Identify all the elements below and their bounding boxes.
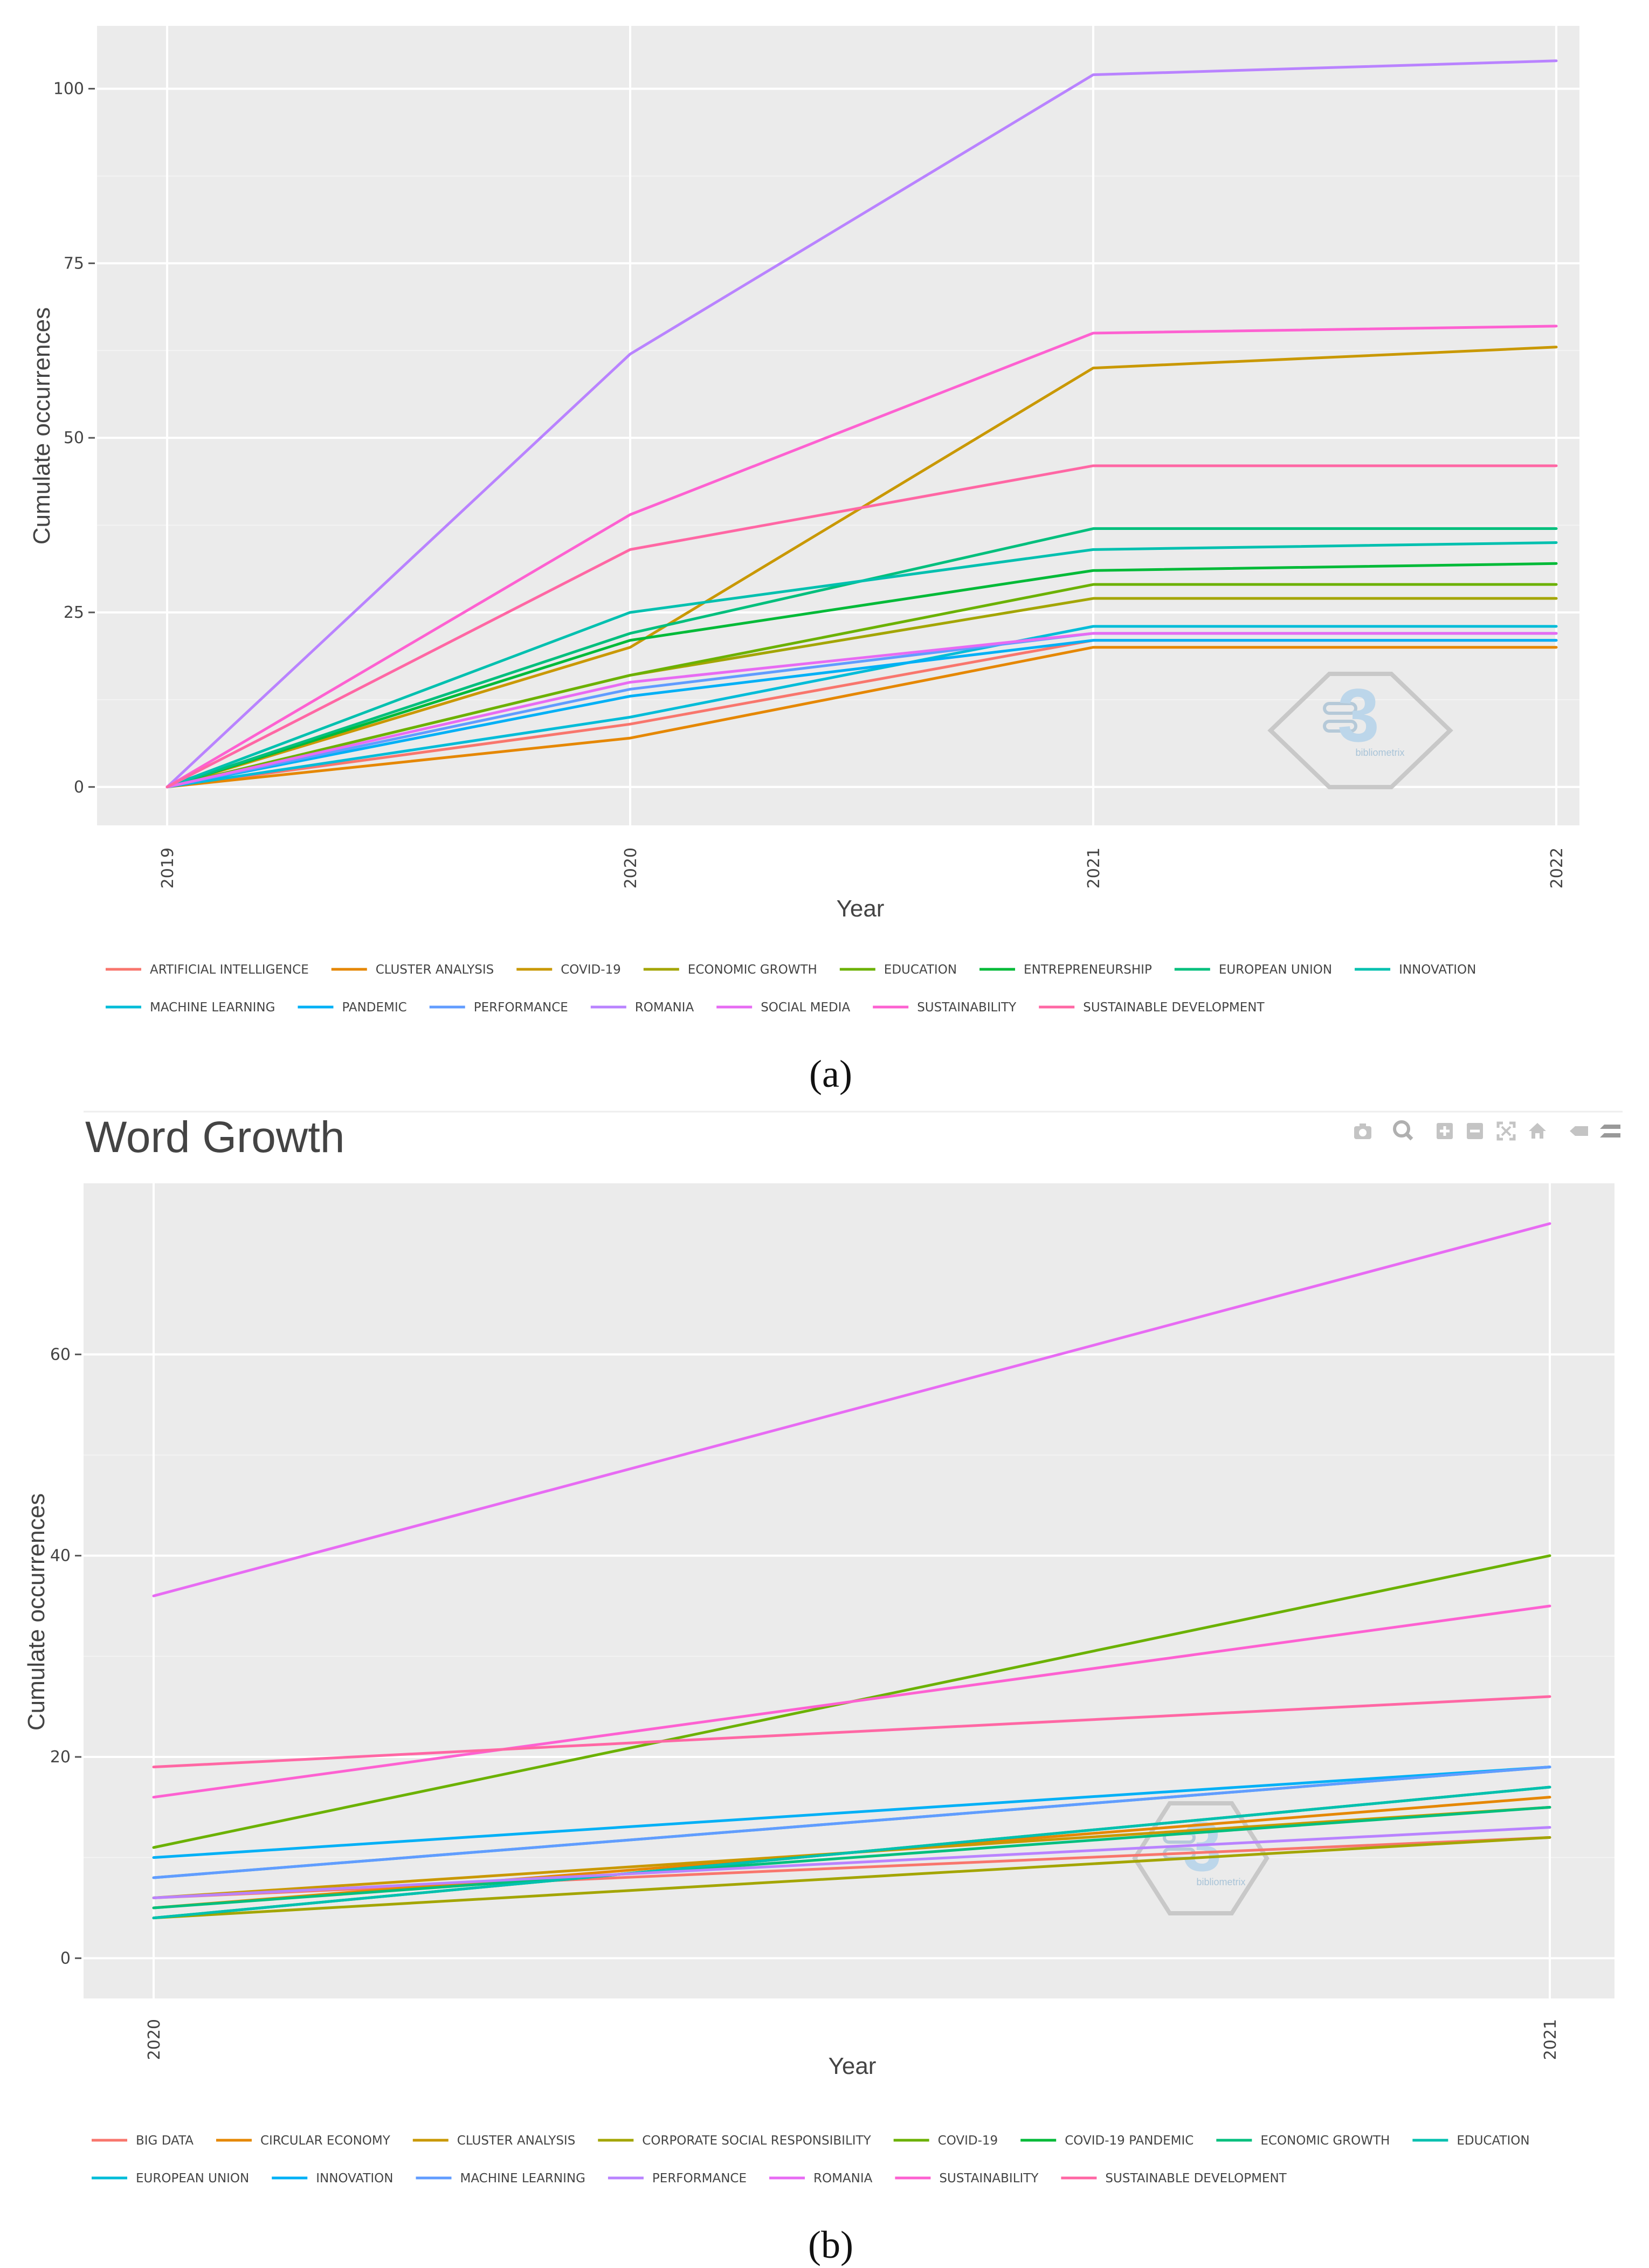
zoom-icon[interactable]: [1393, 1120, 1413, 1141]
series-line-big-data[interactable]: [152, 1836, 1551, 1899]
chart-a-x-tick-label: 2020: [622, 847, 640, 888]
series-line-innovation[interactable]: [152, 1766, 1551, 1859]
series-line-sustainable-development[interactable]: [165, 464, 1558, 789]
legend-label-innovation[interactable]: INNOVATION: [316, 2172, 393, 2186]
zoom-out-icon[interactable]: [1467, 1123, 1483, 1139]
chart-b-title: Word Growth: [85, 1113, 345, 1162]
chart-a-plot-area: [97, 26, 1579, 825]
chart-a-y-axis-title: Cumulate occurrences: [29, 307, 55, 544]
legend-label-education[interactable]: EDUCATION: [884, 963, 957, 977]
legend-label-pandemic[interactable]: PANDEMIC: [342, 1001, 406, 1015]
chart-a-legend: ARTIFICIAL INTELLIGENCE CLUSTER ANALYSIS C…: [106, 963, 1476, 1015]
series-line-sustainability[interactable]: [165, 325, 1558, 789]
series-line-machine-learning[interactable]: [152, 1766, 1551, 1879]
legend-label-romania[interactable]: ROMANIA: [813, 2172, 873, 2186]
chart-b-y-tick-label: 60: [50, 1345, 71, 1364]
legend-label-artificial-intelligence[interactable]: ARTIFICIAL INTELLIGENCE: [150, 963, 309, 977]
legend-label-entrepreneurship[interactable]: ENTREPRENEURSHIP: [1024, 963, 1152, 977]
home-icon[interactable]: [1529, 1123, 1546, 1139]
legend-label-cluster-analysis[interactable]: CLUSTER ANALYSIS: [376, 963, 494, 977]
series-line-romania[interactable]: [165, 59, 1558, 789]
chart-a: 0 25 50 75 100 2019 2020 2021 2022 3 bibliometr…: [29, 26, 1579, 1095]
caption-a: (a): [809, 1052, 852, 1095]
series-line-entrepreneurship[interactable]: [165, 562, 1558, 789]
chart-a-y-ticks: 0 25 50 75 100: [53, 80, 95, 797]
legend-label-innovation[interactable]: INNOVATION: [1399, 963, 1476, 977]
chart-b-toolbar: [1354, 1120, 1620, 1141]
series-line-economic-growth[interactable]: [152, 1805, 1551, 1909]
chart-b-legend: BIG DATA CIRCULAR ECONOMY CLUSTER ANALYSIS…: [92, 2134, 1530, 2186]
chart-b-x-tick-label: 2021: [1541, 2019, 1560, 2060]
chart-a-gridlines: [97, 26, 1579, 825]
series-line-corporate-social-responsibility[interactable]: [152, 1836, 1551, 1920]
legend-label-machine-learning[interactable]: MACHINE LEARNING: [460, 2172, 585, 2186]
legend-label-education[interactable]: EDUCATION: [1457, 2134, 1529, 2148]
legend-label-sustainability[interactable]: SUSTAINABILITY: [917, 1001, 1017, 1015]
legend-label-european-union[interactable]: EUROPEAN UNION: [1219, 963, 1332, 977]
camera-icon[interactable]: [1354, 1123, 1371, 1139]
legend-label-european-union[interactable]: EUROPEAN UNION: [136, 2172, 249, 2186]
chart-a-x-ticks: 2019 2020 2021 2022: [158, 847, 1567, 888]
hover-compare-icon[interactable]: [1600, 1125, 1620, 1138]
legend-label-covid-19[interactable]: COVID-19: [561, 963, 621, 977]
legend-label-big-data[interactable]: BIG DATA: [136, 2134, 194, 2148]
svg-text:3: 3: [1337, 673, 1379, 757]
legend-label-sustainability[interactable]: SUSTAINABILITY: [939, 2172, 1039, 2186]
chart-a-y-tick-label: 100: [53, 80, 84, 99]
chart-b-x-ticks: 2020 2021: [145, 2019, 1560, 2060]
chart-b-x-tick-label: 2020: [145, 2019, 164, 2060]
legend-label-covid-19[interactable]: COVID-19: [938, 2134, 998, 2148]
caption-b: (b): [808, 2223, 853, 2266]
legend-label-cluster-analysis[interactable]: CLUSTER ANALYSIS: [457, 2134, 576, 2148]
hover-closest-icon[interactable]: [1570, 1126, 1588, 1136]
chart-b-x-axis-title: Year: [829, 2053, 877, 2079]
legend-label-romania[interactable]: ROMANIA: [635, 1001, 694, 1015]
chart-b: Word Growth: [23, 1111, 1623, 2266]
legend-label-performance[interactable]: PERFORMANCE: [474, 1001, 568, 1015]
chart-b-y-ticks: 0 20 40 60: [50, 1345, 81, 1968]
series-line-sustainability[interactable]: [152, 1604, 1551, 1799]
series-line-education[interactable]: [152, 1786, 1551, 1920]
series-line-social-media[interactable]: [165, 632, 1558, 789]
legend-label-corporate-social-responsibility[interactable]: CORPORATE SOCIAL RESPONSIBILITY: [642, 2134, 871, 2148]
series-line-machine-learning[interactable]: [165, 625, 1558, 789]
chart-b-series-lines: [152, 1222, 1551, 1920]
legend-label-economic-growth[interactable]: ECONOMIC GROWTH: [688, 963, 817, 977]
legend-label-sustainable-development[interactable]: SUSTAINABLE DEVELOPMENT: [1083, 1001, 1265, 1015]
legend-label-sustainable-development[interactable]: SUSTAINABLE DEVELOPMENT: [1105, 2172, 1287, 2186]
series-line-cluster-analysis[interactable]: [165, 646, 1558, 789]
watermark-text-b: bibliometrix: [1196, 1877, 1245, 1887]
series-line-sustainable-development[interactable]: [152, 1695, 1551, 1769]
series-line-pandemic[interactable]: [165, 639, 1558, 789]
legend-label-machine-learning[interactable]: MACHINE LEARNING: [150, 1001, 275, 1015]
series-line-romania[interactable]: [152, 1222, 1551, 1597]
chart-b-y-tick-label: 20: [50, 1748, 71, 1767]
legend-label-circular-economy[interactable]: CIRCULAR ECONOMY: [260, 2134, 391, 2148]
legend-label-economic-growth[interactable]: ECONOMIC GROWTH: [1260, 2134, 1390, 2148]
chart-b-y-axis-title: Cumulate occurrences: [23, 1493, 50, 1731]
chart-a-x-tick-label: 2021: [1085, 847, 1103, 888]
chart-a-x-tick-label: 2022: [1548, 847, 1567, 888]
autoscale-icon[interactable]: [1496, 1121, 1516, 1141]
legend-label-social-media[interactable]: SOCIAL MEDIA: [761, 1001, 850, 1015]
watermark-text-a: bibliometrix: [1355, 747, 1404, 758]
chart-a-y-tick-label: 50: [64, 429, 84, 447]
bibliometrix-logo-a: 3 bibliometrix: [1267, 672, 1453, 789]
chart-b-y-tick-label: 40: [50, 1547, 71, 1566]
series-line-innovation[interactable]: [165, 541, 1558, 789]
chart-a-x-tick-label: 2019: [158, 847, 177, 888]
chart-a-x-axis-title: Year: [837, 895, 885, 922]
legend-label-covid-19-pandemic[interactable]: COVID-19 PANDEMIC: [1065, 2134, 1193, 2148]
chart-a-y-tick-label: 25: [64, 603, 84, 622]
series-line-education[interactable]: [165, 583, 1558, 789]
chart-a-series-lines: [165, 59, 1558, 789]
legend-label-performance[interactable]: PERFORMANCE: [652, 2172, 747, 2186]
chart-a-y-tick-label: 0: [74, 778, 84, 797]
chart-b-y-tick-label: 0: [60, 1949, 71, 1968]
series-line-performance[interactable]: [152, 1826, 1551, 1899]
zoom-in-icon[interactable]: [1437, 1123, 1453, 1139]
chart-a-y-tick-label: 75: [64, 254, 84, 273]
